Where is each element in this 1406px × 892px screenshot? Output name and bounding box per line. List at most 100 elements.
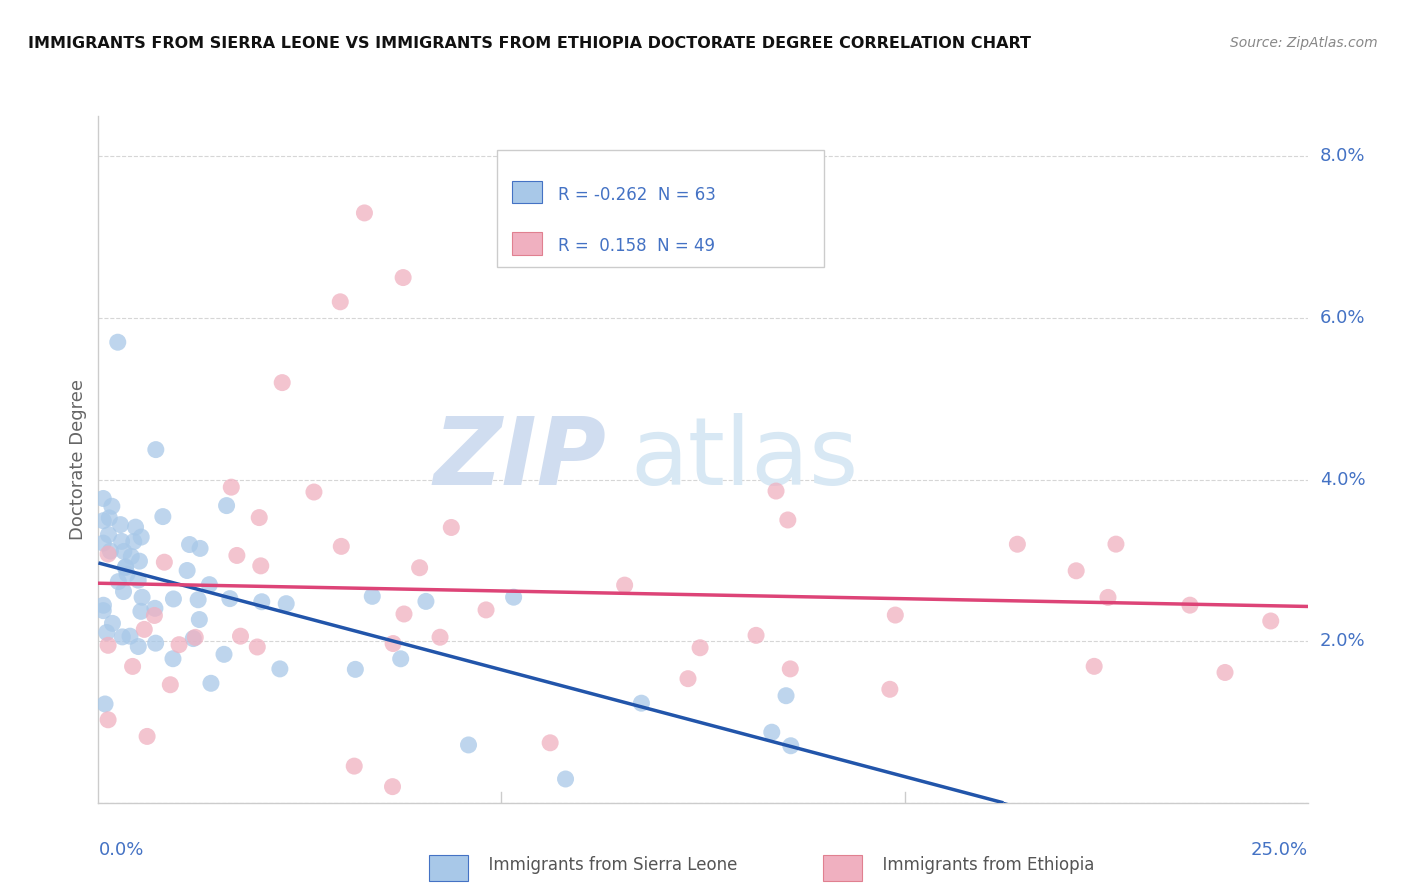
Point <box>1007 537 1029 551</box>
Point <box>152 509 174 524</box>
Point <box>554 772 576 786</box>
Point <box>188 541 211 556</box>
FancyBboxPatch shape <box>498 150 824 267</box>
Point <box>120 549 142 564</box>
Point <box>112 544 135 558</box>
Point <box>392 270 415 285</box>
Point <box>181 632 204 646</box>
Point <box>115 567 138 582</box>
Point <box>118 629 141 643</box>
Point <box>676 672 699 686</box>
Point <box>198 577 221 591</box>
Point <box>415 594 437 608</box>
Point <box>94 697 117 711</box>
Point <box>219 591 242 606</box>
Point <box>91 514 114 528</box>
Point <box>302 485 325 500</box>
Point <box>93 599 115 613</box>
Point <box>329 294 352 309</box>
Point <box>879 682 901 697</box>
Point <box>613 578 636 592</box>
Point <box>136 730 159 744</box>
Text: 4.0%: 4.0% <box>1320 471 1365 489</box>
Point <box>114 560 136 574</box>
Point <box>145 442 167 457</box>
Text: 25.0%: 25.0% <box>1250 840 1308 859</box>
Point <box>97 713 120 727</box>
Point <box>159 678 181 692</box>
Point <box>179 537 201 551</box>
Point <box>187 592 209 607</box>
Point <box>246 640 269 654</box>
Text: atlas: atlas <box>630 413 859 506</box>
Point <box>779 662 801 676</box>
Point <box>91 604 114 618</box>
Point <box>127 573 149 587</box>
Point <box>225 549 247 563</box>
Point <box>101 500 124 514</box>
Point <box>765 484 787 499</box>
Point <box>1178 598 1201 612</box>
Point <box>112 584 135 599</box>
Point <box>389 652 412 666</box>
Point <box>330 540 353 554</box>
Point <box>353 206 375 220</box>
Text: IMMIGRANTS FROM SIERRA LEONE VS IMMIGRANTS FROM ETHIOPIA DOCTORATE DEGREE CORREL: IMMIGRANTS FROM SIERRA LEONE VS IMMIGRAN… <box>28 36 1031 51</box>
Point <box>101 616 124 631</box>
Point <box>779 739 801 753</box>
Point <box>1260 614 1282 628</box>
Point <box>630 696 652 710</box>
Point <box>111 630 134 644</box>
Point <box>176 564 198 578</box>
Point <box>269 662 291 676</box>
Point <box>97 638 120 652</box>
Point <box>475 603 498 617</box>
Point <box>689 640 711 655</box>
Text: 8.0%: 8.0% <box>1320 147 1365 165</box>
Point <box>1083 659 1105 673</box>
Point <box>1105 537 1128 551</box>
Point <box>249 558 271 573</box>
Point <box>128 554 150 568</box>
Point <box>143 608 166 623</box>
Point <box>91 491 114 506</box>
Point <box>121 659 143 673</box>
Point <box>122 534 145 549</box>
Point <box>97 547 120 561</box>
Point <box>761 725 783 739</box>
Point <box>276 597 298 611</box>
FancyBboxPatch shape <box>512 181 543 203</box>
Point <box>381 780 404 794</box>
Point <box>408 560 430 574</box>
Point <box>457 738 479 752</box>
Point <box>153 555 176 569</box>
Point <box>271 376 294 390</box>
Point <box>162 591 184 606</box>
Point <box>131 591 153 605</box>
Point <box>91 536 114 550</box>
Point <box>98 511 121 525</box>
Point <box>392 607 415 621</box>
Text: Immigrants from Sierra Leone: Immigrants from Sierra Leone <box>478 856 737 874</box>
Point <box>200 676 222 690</box>
Text: ZIP: ZIP <box>433 413 606 506</box>
Point <box>162 651 184 665</box>
Text: 2.0%: 2.0% <box>1320 632 1365 650</box>
Point <box>97 527 120 541</box>
Point <box>212 648 235 662</box>
Point <box>129 530 152 544</box>
Text: R = -0.262  N = 63: R = -0.262 N = 63 <box>558 186 716 203</box>
Point <box>250 595 273 609</box>
Point <box>124 520 146 534</box>
FancyBboxPatch shape <box>512 232 543 254</box>
Point <box>110 534 132 549</box>
Point <box>502 591 524 605</box>
Point <box>100 544 122 558</box>
Point <box>129 604 152 618</box>
Point <box>382 636 405 650</box>
Point <box>107 335 129 350</box>
Point <box>361 590 384 604</box>
Point <box>145 636 167 650</box>
Point <box>114 560 136 574</box>
Text: R =  0.158  N = 49: R = 0.158 N = 49 <box>558 237 714 255</box>
